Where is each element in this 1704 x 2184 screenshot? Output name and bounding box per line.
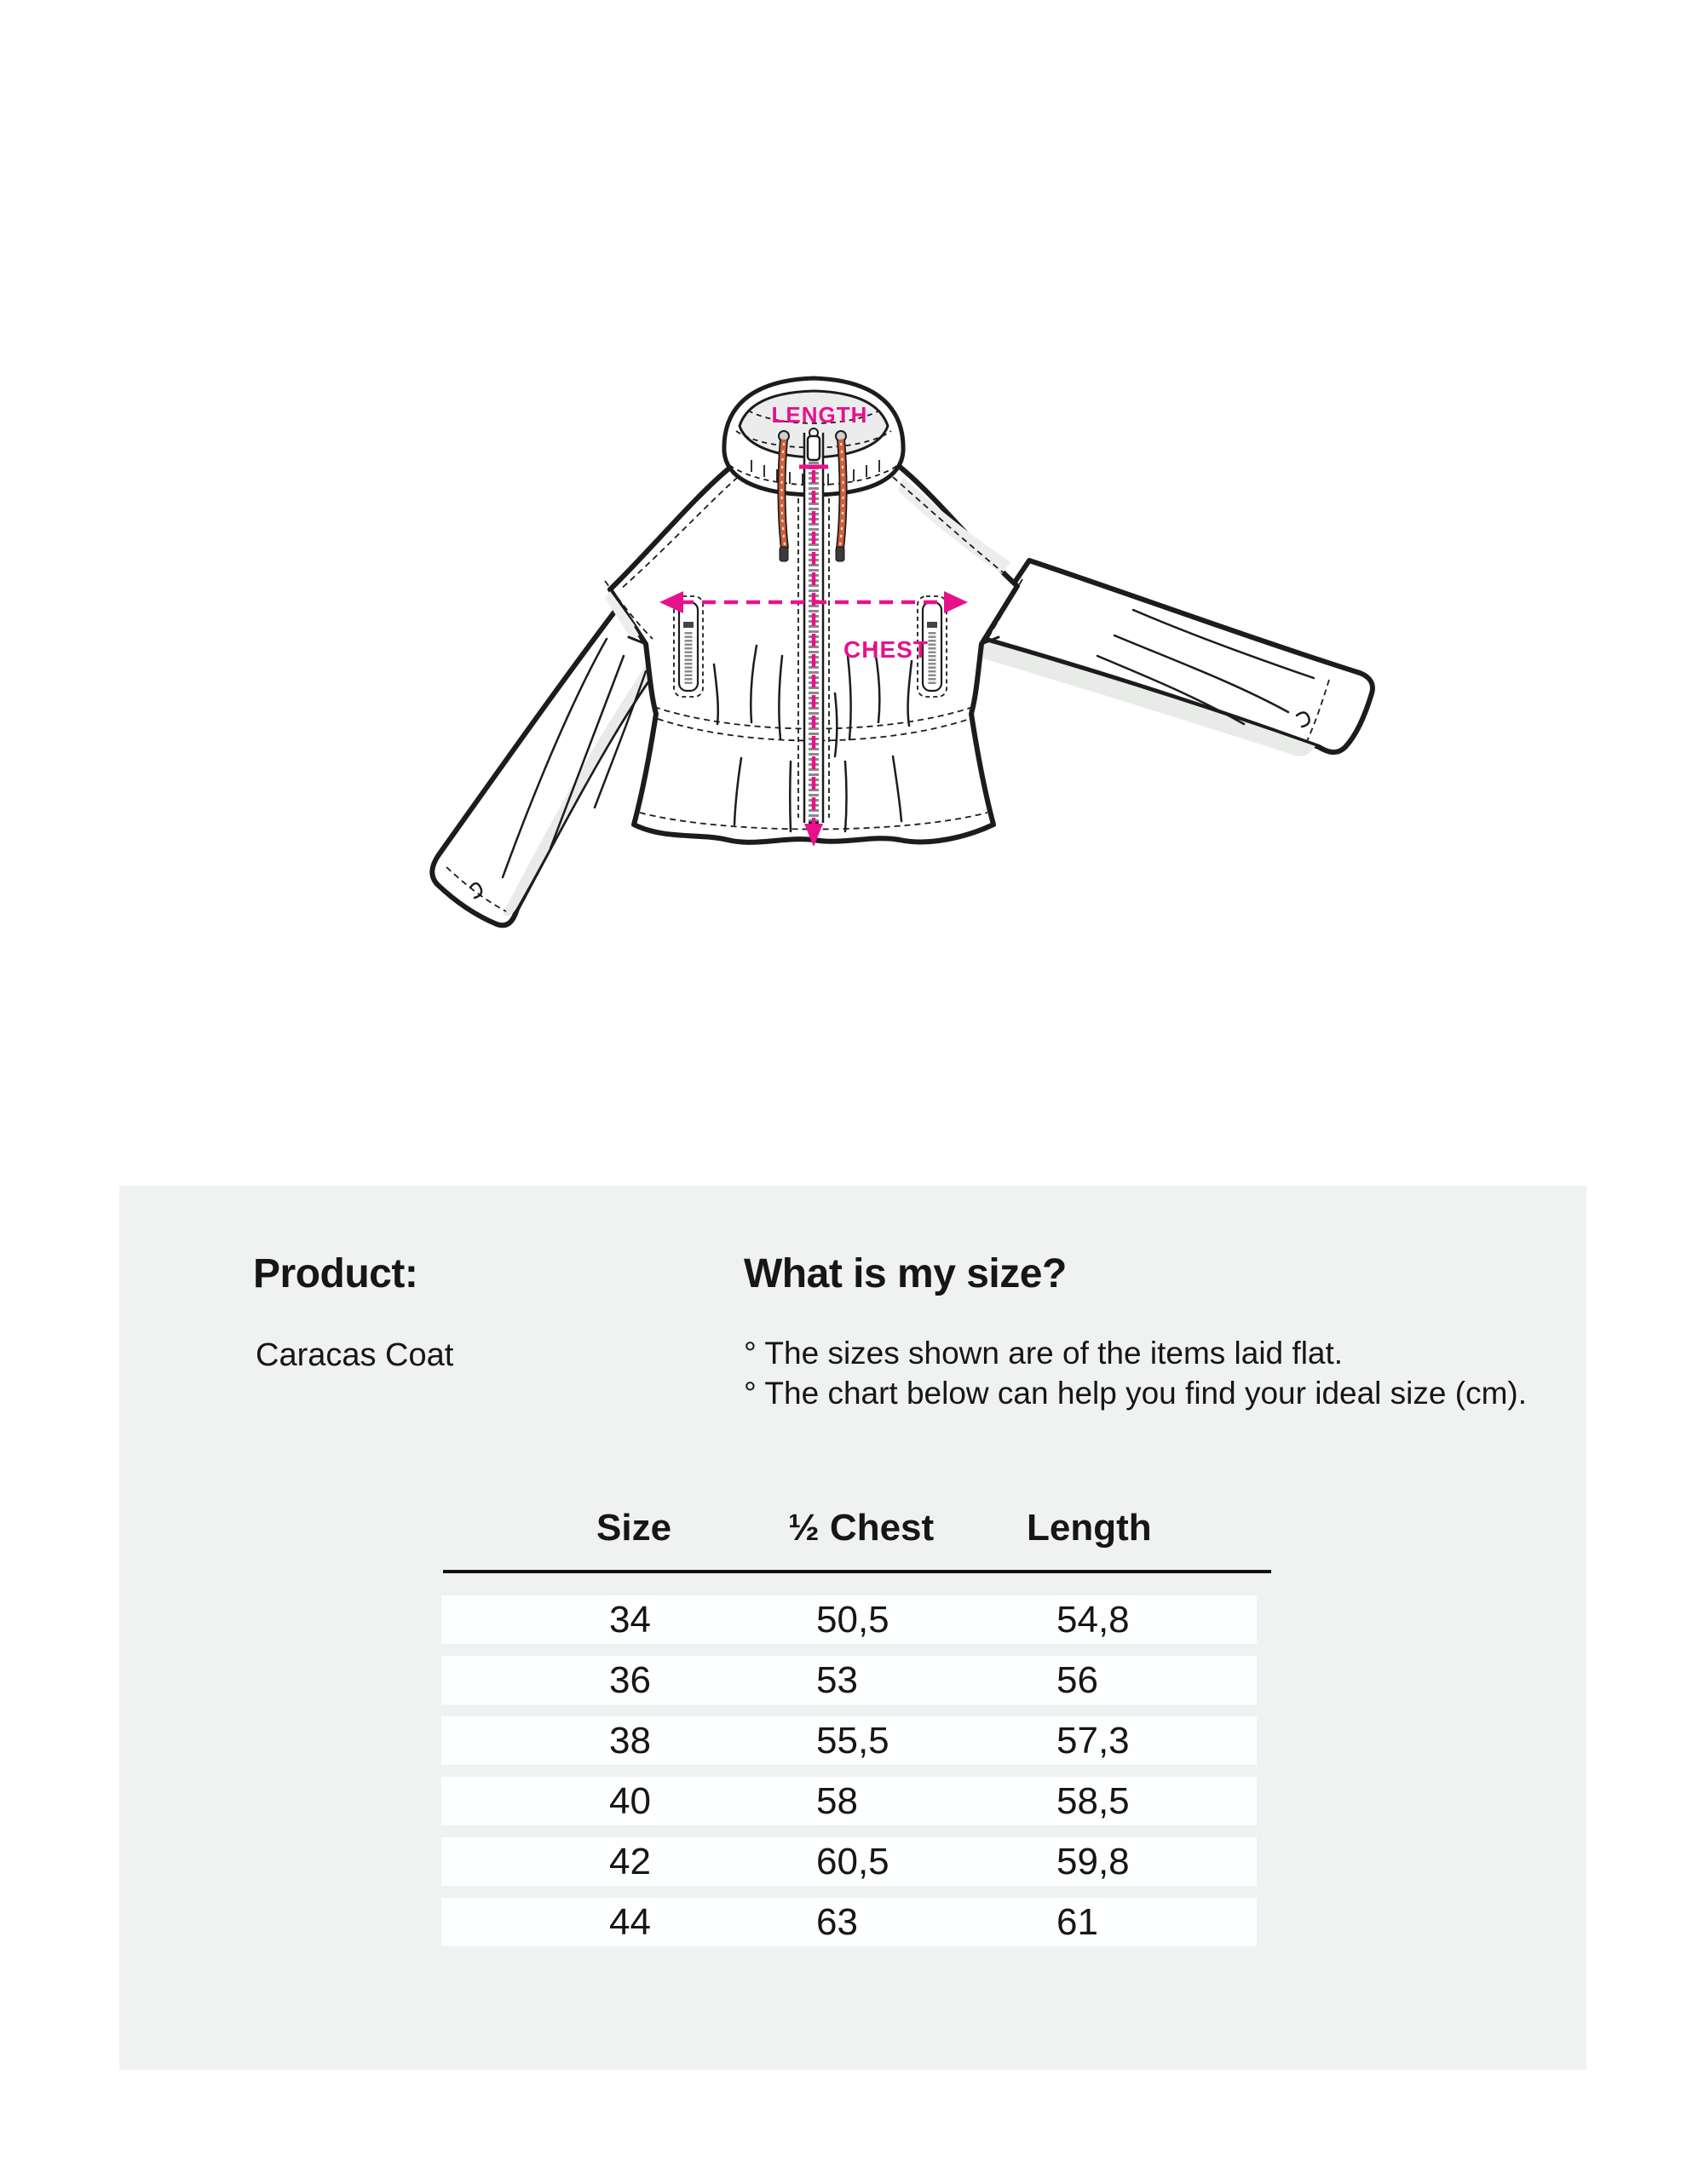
measurement-annotations: LENGTH CHEST <box>659 402 968 847</box>
chest-label: CHEST <box>843 636 929 663</box>
size-help-heading: What is my size? <box>744 1251 1067 1296</box>
size-notes: ° The sizes shown are of the items laid … <box>744 1333 1527 1413</box>
cell-chest: 50,5 <box>816 1599 889 1641</box>
size-note-flat: ° The sizes shown are of the items laid … <box>744 1336 1344 1371</box>
cell-length: 61 <box>1056 1901 1098 1943</box>
length-arrowhead <box>804 824 823 847</box>
table-row: 44 63 61 <box>441 1898 1257 1946</box>
table-header-length: Length <box>1027 1507 1152 1549</box>
cell-size: 44 <box>609 1901 651 1943</box>
table-row: 36 53 56 <box>441 1656 1257 1704</box>
chest-arrowhead-left <box>659 591 683 613</box>
table-header-size: Size <box>596 1507 672 1549</box>
cell-length: 57,3 <box>1056 1720 1130 1762</box>
cell-length: 56 <box>1056 1659 1098 1701</box>
product-name: Caracas Coat <box>256 1337 454 1373</box>
table-header-rule <box>443 1570 1271 1573</box>
cell-size: 38 <box>609 1720 651 1762</box>
length-label: LENGTH <box>772 402 868 428</box>
coat-drawcords <box>777 430 848 562</box>
coat-technical-drawing: LENGTH CHEST <box>429 376 1375 928</box>
cell-size: 36 <box>609 1659 651 1701</box>
coat-sleeves <box>429 558 1375 928</box>
cell-chest: 58 <box>816 1780 858 1822</box>
cell-size: 42 <box>609 1841 651 1882</box>
cell-size: 34 <box>609 1599 651 1641</box>
cell-length: 54,8 <box>1056 1599 1130 1641</box>
table-header-chest: ½ Chest <box>788 1507 935 1549</box>
cell-chest: 63 <box>816 1901 858 1943</box>
product-heading: Product: <box>253 1251 418 1296</box>
cell-chest: 60,5 <box>816 1841 889 1882</box>
cell-size: 40 <box>609 1780 651 1822</box>
size-note-chart: ° The chart below can help you find your… <box>744 1376 1528 1411</box>
table-row: 42 60,5 59,8 <box>441 1837 1257 1886</box>
table-row: 40 58 58,5 <box>441 1777 1257 1825</box>
cell-length: 59,8 <box>1056 1841 1130 1882</box>
cell-chest: 55,5 <box>816 1720 889 1762</box>
chest-arrowhead-right <box>944 591 968 613</box>
table-row: 38 55,5 57,3 <box>441 1716 1257 1765</box>
cell-length: 58,5 <box>1056 1780 1130 1822</box>
table-row: 34 50,5 54,8 <box>441 1595 1257 1644</box>
cell-chest: 53 <box>816 1659 858 1701</box>
